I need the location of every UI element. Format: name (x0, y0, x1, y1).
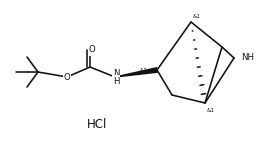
Text: O: O (89, 45, 95, 55)
Text: NH: NH (241, 53, 254, 61)
Text: H: H (113, 77, 119, 85)
Text: O: O (64, 73, 70, 82)
Text: HCl: HCl (87, 117, 107, 130)
Text: N: N (113, 68, 119, 78)
Text: &1: &1 (207, 108, 215, 113)
Text: &1: &1 (140, 67, 148, 73)
Polygon shape (115, 68, 157, 77)
Text: &1: &1 (193, 14, 201, 19)
